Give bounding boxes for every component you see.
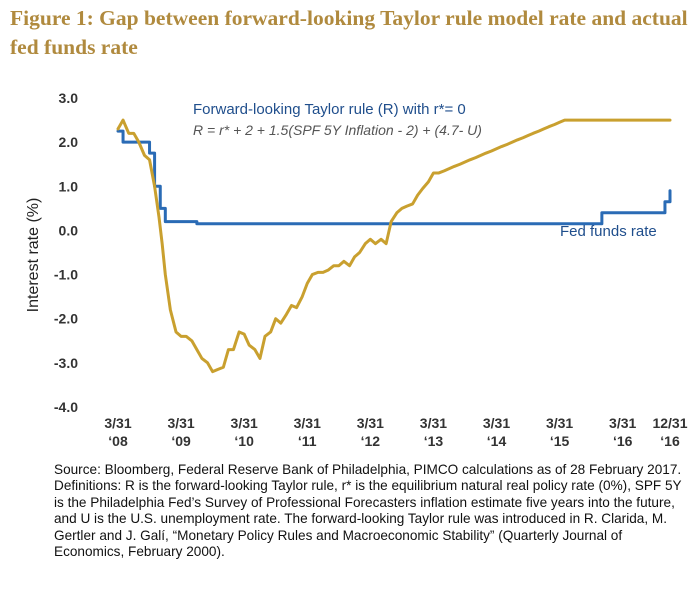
x-tick-year-2: ‘10 — [234, 433, 254, 449]
source-note: Source: Bloomberg, Federal Reserve Bank … — [54, 462, 682, 560]
x-tick-label-7: 3/31 — [546, 415, 573, 431]
fed-funds-label: Fed funds rate — [560, 223, 657, 240]
taylor-rule-line — [116, 118, 672, 374]
chart-title: Figure 1: Gap between forward-looking Ta… — [10, 6, 688, 59]
chart: 3.02.01.00.0-1.0-2.0-3.0-4.0 3/31‘083/31… — [25, 90, 688, 449]
fed-funds-line — [116, 129, 672, 226]
x-tick-year-5: ‘13 — [424, 433, 444, 449]
x-tick-label-8: 3/31 — [609, 415, 636, 431]
x-tick-label-4: 3/31 — [357, 415, 384, 431]
taylor-rule-label: Forward-looking Taylor rule (R) with r*=… — [193, 101, 466, 118]
x-tick-label-6: 3/31 — [483, 415, 510, 431]
y-tick-label-6: -3.0 — [54, 355, 78, 371]
y-tick-label-7: -4.0 — [54, 399, 78, 415]
x-axis: 3/31 ‘08 3/31 ‘09 3/31 ‘10 3/31 ‘11 3/31 ‘12 3/31 ‘… — [104, 415, 687, 449]
x-tick-year-6: ‘14 — [487, 433, 507, 449]
x-tick-label-0: 3/31 — [104, 415, 131, 431]
x-tick-label-9: 12/31 — [652, 415, 687, 431]
y-axis-label: Interest rate (%) — [25, 198, 42, 313]
x-tick-year-9: ‘16 — [660, 433, 680, 449]
x-tick-year-7: ‘15 — [550, 433, 570, 449]
series-layer — [116, 118, 672, 374]
x-tick-label-1: 3/31 — [167, 415, 194, 431]
y-tick-label-5: -2.0 — [54, 311, 78, 327]
x-tick-label-5: 3/31 — [420, 415, 447, 431]
y-tick-label-3: 0.0 — [59, 222, 79, 238]
y-tick-label-2: 1.0 — [59, 178, 79, 194]
y-axis: 3.0 2.0 1.0 0.0 -1.0 -2.0 -3.0 -4.0 — [54, 90, 78, 415]
x-tick-label-3: 3/31 — [294, 415, 321, 431]
x-tick-year-3: ‘11 — [298, 433, 317, 449]
x-tick-year-1: ‘09 — [171, 433, 191, 449]
y-tick-label-1: 2.0 — [59, 134, 79, 150]
x-tick-label-2: 3/31 — [231, 415, 258, 431]
taylor-rule-formula: R = r* + 2 + 1.5(SPF 5Y Inflation - 2) +… — [193, 122, 482, 138]
y-tick-label-4: -1.0 — [54, 267, 78, 283]
x-tick-year-8: ‘16 — [613, 433, 633, 449]
x-tick-year-0: ‘08 — [108, 433, 128, 449]
x-tick-year-4: ‘12 — [361, 433, 381, 449]
y-tick-label-0: 3.0 — [59, 90, 79, 106]
